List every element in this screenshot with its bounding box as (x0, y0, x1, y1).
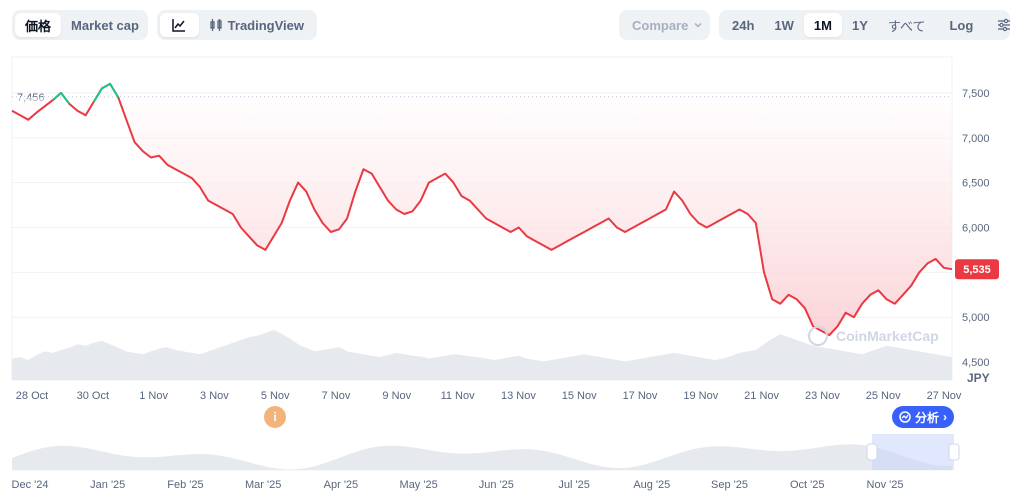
navigator-x-tick-label: Dec '24 (12, 479, 49, 491)
compare-label: Compare (622, 13, 713, 37)
navigator-x-tick-label: May '25 (400, 479, 438, 491)
current-price-tag (955, 259, 999, 280)
navigator-x-tick-label: Oct '25 (790, 479, 825, 491)
range-24h[interactable]: 24h (732, 17, 755, 33)
y-tick-label: 6,000 (962, 222, 990, 234)
x-tick-label: 19 Nov (683, 390, 718, 402)
y-tick-label: 5,000 (962, 312, 990, 324)
x-tick-label: 13 Nov (501, 390, 536, 402)
current-price-label: 5,535 (963, 264, 991, 276)
chevron-right-icon: › (943, 410, 947, 424)
y-tick-label: 7,500 (962, 88, 990, 100)
chart-type-toggle: TradingView (157, 10, 317, 40)
navigator-handle[interactable] (948, 443, 960, 461)
volume-area (12, 330, 952, 380)
navigator-x-tick-label: Sep '25 (711, 479, 748, 491)
y-tick-label: 4,500 (962, 357, 990, 369)
navigator-x-tick-label: Nov '25 (867, 479, 904, 491)
event-marker[interactable]: i (264, 406, 286, 428)
tradingview-label: TradingView (227, 17, 304, 33)
navigator-x-tick-label: Jun '25 (479, 479, 514, 491)
x-tick-label: 23 Nov (805, 390, 840, 402)
navigator-x-tick-label: Jan '25 (90, 479, 125, 491)
x-tick-label: 9 Nov (382, 390, 411, 402)
range-all[interactable]: すべて (887, 18, 926, 34)
analysis-label: 分析 (914, 410, 939, 425)
tab-market-cap[interactable]: Market cap (71, 17, 139, 33)
navigator-area (12, 444, 952, 470)
x-tick-label: 7 Nov (322, 390, 351, 402)
coinmarketcap-watermark: CoinMarketCap (836, 328, 939, 344)
cmc-logo-icon (808, 326, 828, 346)
x-tick-label: 17 Nov (623, 390, 658, 402)
x-tick-label: 11 Nov (441, 390, 476, 402)
price-line (11, 82, 953, 337)
x-tick-label: 27 Nov (927, 390, 962, 402)
x-tick-label: 15 Nov (562, 390, 597, 402)
analysis-icon (899, 411, 911, 423)
range-1y[interactable]: 1Y (851, 17, 868, 33)
x-tick-label: 3 Nov (200, 390, 229, 402)
y-tick-label: 7,000 (962, 133, 990, 145)
x-tick-label: 5 Nov (261, 390, 290, 402)
log-toggle[interactable]: Log (949, 17, 974, 33)
navigator-x-tick-label: Jul '25 (558, 479, 589, 491)
x-tick-label: 30 Oct (77, 390, 109, 402)
navigator-selection (872, 434, 954, 470)
analysis-button[interactable]: 分析 › (892, 406, 954, 428)
navigator-x-tick-label: Feb '25 (167, 479, 203, 491)
y-tick-label: 6,500 (962, 178, 990, 190)
tab-price[interactable]: 価格 (15, 13, 62, 37)
navigator-x-tick-label: Mar '25 (245, 479, 281, 491)
compare-dropdown[interactable]: Compare (619, 10, 710, 40)
price-line-up-segment (92, 87, 103, 103)
currency-label: JPY (967, 371, 990, 385)
price-area-fill (12, 83, 952, 336)
navigator-x-tick-label: Apr '25 (324, 479, 359, 491)
view-toggle: 価格 Market cap (12, 10, 148, 40)
range-1m[interactable]: 1M (803, 13, 842, 37)
sliders-icon (998, 18, 1011, 32)
navigator-x-tick-label: Aug '25 (633, 479, 670, 491)
candlestick-icon (210, 19, 222, 31)
x-tick-label: 1 Nov (139, 390, 168, 402)
price-line-up-segment (52, 92, 62, 101)
x-tick-label: 21 Nov (744, 390, 779, 402)
navigator-handle[interactable] (866, 443, 878, 461)
line-chart-button[interactable] (160, 13, 199, 37)
line-chart-icon (172, 19, 186, 32)
range-selector: 24h 1W 1M 1Y すべて Log (719, 10, 1011, 40)
price-line-up-segment (101, 83, 111, 90)
price-line-up-segment (109, 83, 120, 98)
price-line-up-segment (60, 92, 71, 105)
chart-settings-button[interactable] (987, 13, 1021, 37)
range-1w[interactable]: 1W (774, 17, 794, 33)
x-tick-label: 28 Oct (16, 390, 48, 402)
x-tick-label: 25 Nov (866, 390, 901, 402)
tradingview-button[interactable]: TradingView (199, 13, 314, 37)
chevron-down-icon (694, 22, 702, 28)
